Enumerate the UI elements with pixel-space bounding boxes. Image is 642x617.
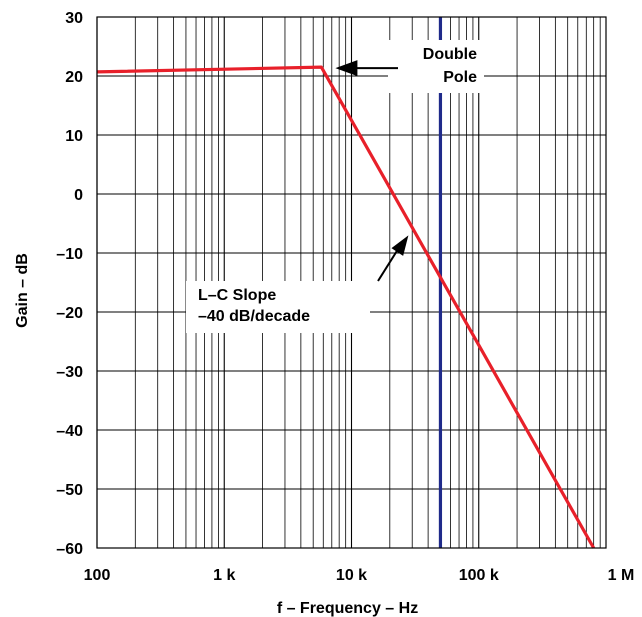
y-tick-labels: 30 20 10 0 –10 –20 –30 –40 –50 –60 (56, 10, 83, 558)
annotation-double-pole-line: Double (423, 46, 477, 63)
arrow-head-double-pole (335, 60, 357, 76)
y-tick-label: –50 (56, 482, 83, 499)
y-tick-label: 0 (74, 187, 83, 204)
x-tick-labels: 100 1 k 10 k 100 k 1 M (84, 567, 635, 584)
y-tick-label: –20 (56, 305, 83, 322)
x-tick-label: 10 k (336, 567, 367, 584)
x-tick-label: 100 k (459, 567, 499, 584)
x-tick-label: 1 M (608, 567, 635, 584)
y-tick-label: –30 (56, 364, 83, 381)
y-tick-label: –10 (56, 246, 83, 263)
annotation-lc-slope-line: L–C Slope (198, 287, 276, 304)
y-tick-label: –40 (56, 423, 83, 440)
x-tick-label: 100 (84, 567, 111, 584)
annotation-double-pole-line: Pole (443, 69, 477, 86)
annotation-lc-slope-line: –40 dB/decade (198, 308, 310, 325)
x-axis-label: f – Frequency – Hz (277, 600, 418, 617)
y-tick-label: 30 (65, 10, 83, 27)
y-tick-label: 10 (65, 128, 83, 145)
y-axis-label: Gain – dB (14, 253, 31, 328)
y-tick-label: 20 (65, 69, 83, 86)
x-tick-label: 1 k (213, 567, 235, 584)
y-tick-label: –60 (56, 541, 83, 558)
